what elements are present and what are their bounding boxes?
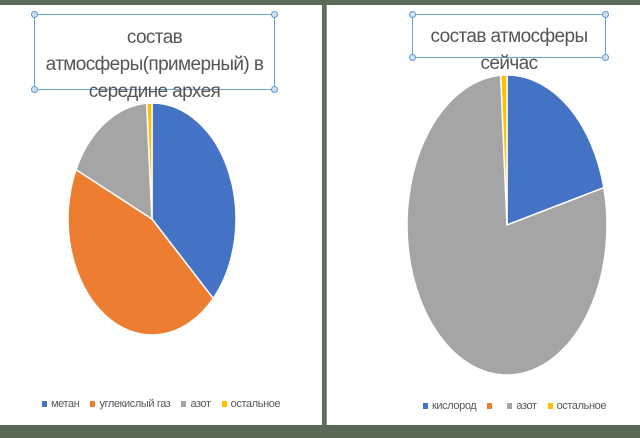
legend-label: остальное — [230, 398, 281, 410]
legend-present: кислород азот остальное — [423, 400, 606, 412]
panel-divider — [322, 5, 326, 425]
legend-label: остальное — [556, 400, 607, 412]
legend-item[interactable]: остальное — [221, 398, 281, 410]
pie-slice-азот[interactable] — [75, 102, 153, 221]
legend-label: азот — [190, 398, 211, 410]
legend-label: азот — [516, 400, 537, 412]
pie-slice-углекислый газ[interactable] — [67, 168, 215, 336]
legend-swatch-icon — [507, 403, 513, 409]
resize-handle-bottom-right[interactable] — [271, 86, 278, 93]
pie-chart-present[interactable] — [405, 72, 613, 378]
legend-item[interactable] — [487, 403, 496, 409]
legend-item[interactable]: остальное — [547, 400, 607, 412]
legend-swatch-icon — [181, 401, 187, 407]
chart-title-text: состав атмосферы сейчас — [430, 26, 588, 74]
pie-slice-азот[interactable] — [406, 74, 608, 376]
legend-label: углекислый газ — [99, 398, 171, 410]
legend-item[interactable]: углекислый газ — [90, 398, 171, 410]
chart-panel-archean[interactable]: состав атмосферы(примерный) в середине а… — [0, 5, 322, 425]
pie-slice-метан[interactable] — [151, 102, 237, 300]
resize-handle-bottom-left[interactable] — [409, 54, 416, 61]
chart-panel-present[interactable]: состав атмосферы сейчас кислород азот оста… — [326, 5, 640, 425]
legend-item[interactable]: кислород — [423, 400, 477, 412]
chart-title-line-1: состав атмосферы(примерный) в — [45, 27, 264, 75]
legend-swatch-icon — [90, 401, 96, 407]
resize-handle-top-left[interactable] — [409, 11, 416, 18]
legend-archean: метан углекислый газ азот остальное — [42, 398, 281, 410]
chart-title-present[interactable]: состав атмосферы сейчас — [409, 11, 609, 74]
legend-item[interactable]: азот — [181, 398, 211, 410]
legend-swatch-icon — [547, 403, 553, 409]
chart-title-line-2: середине архея — [88, 81, 221, 102]
pie-slice-кислород[interactable] — [506, 74, 605, 227]
resize-handle-top-right[interactable] — [602, 11, 609, 18]
pie-slice-остальное[interactable] — [499, 74, 508, 226]
resize-handle-bottom-right[interactable] — [602, 54, 609, 61]
resize-handle-top-right[interactable] — [271, 11, 278, 18]
legend-swatch-icon — [487, 403, 493, 409]
legend-swatch-icon — [423, 403, 428, 409]
resize-handle-top-left[interactable] — [31, 11, 38, 18]
legend-item[interactable]: метан — [42, 398, 80, 410]
legend-item[interactable]: азот — [507, 400, 537, 412]
chart-title-archean[interactable]: состав атмосферы(примерный) в середине а… — [31, 11, 278, 102]
legend-swatch-icon — [42, 401, 47, 407]
legend-swatch-icon — [221, 401, 227, 407]
pie-chart-archean[interactable] — [66, 101, 238, 337]
pie-slice-остальное[interactable] — [145, 102, 153, 220]
resize-handle-bottom-left[interactable] — [31, 86, 38, 93]
legend-label: кислород — [432, 400, 477, 412]
legend-label: метан — [51, 398, 80, 410]
